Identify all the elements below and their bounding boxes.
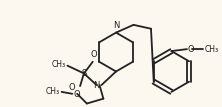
Text: CH₃: CH₃ bbox=[51, 60, 65, 69]
Text: N: N bbox=[93, 81, 99, 90]
Text: O: O bbox=[188, 45, 194, 54]
Text: CH₃: CH₃ bbox=[46, 87, 60, 96]
Text: O: O bbox=[74, 90, 80, 99]
Text: N: N bbox=[113, 21, 119, 30]
Text: O: O bbox=[69, 83, 75, 92]
Text: O: O bbox=[90, 50, 97, 59]
Text: CH₃: CH₃ bbox=[204, 45, 218, 54]
Text: S: S bbox=[81, 69, 87, 78]
